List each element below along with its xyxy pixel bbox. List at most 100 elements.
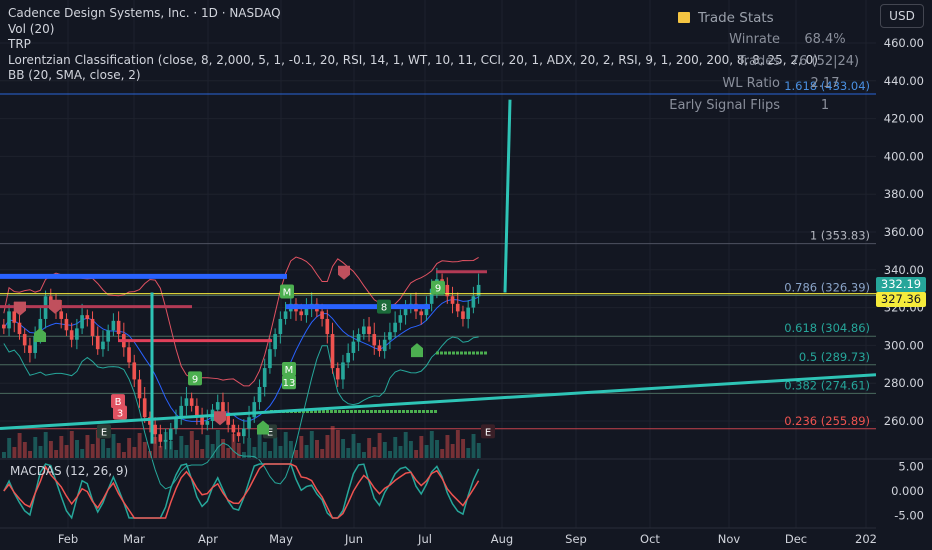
fib-label: 0.382 (274.61): [784, 378, 870, 392]
volume-bar: [111, 434, 116, 458]
volume-bar: [168, 441, 173, 458]
time-tick-label: Oct: [640, 532, 660, 546]
signal-label: E: [101, 427, 107, 438]
volume-bar: [299, 436, 304, 458]
candle-body: [466, 307, 470, 319]
signal-marker: [481, 424, 495, 439]
volume-bar: [142, 442, 147, 458]
volume-bar: [210, 444, 215, 458]
signal-marker: [282, 375, 296, 390]
candle-body: [95, 335, 100, 350]
volume-bar: [294, 450, 299, 458]
volume-bar: [278, 446, 283, 458]
fib-label: 0.786 (326.39): [784, 281, 870, 295]
stat-value: 76 (52|24): [790, 54, 860, 69]
volume-bar: [205, 435, 210, 458]
macd-legend[interactable]: MACDAS (12, 26, 9): [10, 464, 129, 478]
volume-bar: [54, 450, 59, 458]
candle-body: [351, 341, 356, 353]
volume-bar: [59, 436, 64, 458]
legend-lorentzian[interactable]: Lorentzian Classification (close, 8, 2,0…: [8, 52, 818, 67]
volume-bar: [429, 431, 434, 458]
volume-bar: [43, 432, 48, 458]
volume-bar: [466, 448, 471, 458]
fib-label: 1 (353.83): [810, 229, 870, 243]
chart-legend: Cadence Design Systems, Inc. · 1D · NASD…: [8, 6, 818, 84]
candle-body: [325, 318, 330, 335]
time-tick-label: Nov: [718, 532, 741, 546]
volume-bar: [189, 431, 194, 458]
candle-body: [12, 311, 17, 323]
volume-bar: [382, 442, 387, 458]
volume-bar: [252, 447, 257, 458]
candle-body: [189, 398, 194, 406]
fib-label: 0.236 (255.89): [784, 414, 870, 428]
candle-body: [252, 402, 257, 418]
candle-body: [419, 311, 424, 316]
macd-pane: 5.00 0.000 -5.00: [0, 458, 932, 523]
legend-volume[interactable]: Vol (20): [8, 21, 55, 36]
signal-label: M: [285, 365, 294, 376]
stat-label: Early Signal Flips: [669, 98, 780, 113]
fibonacci-levels: 1.618 (433.04) 1 (353.83) 0.786 (326.39) 0.…: [0, 79, 876, 430]
legend-trp[interactable]: TRP: [8, 37, 31, 51]
candle-body: [106, 330, 110, 342]
volume-bar: [101, 439, 106, 458]
trade-stats-check-icon: [678, 12, 690, 23]
candle-body: [163, 439, 168, 442]
price-tick-label: 260.00: [884, 414, 924, 428]
volume-bar: [226, 448, 231, 458]
candle-body: [153, 424, 157, 435]
volume-bar: [122, 452, 126, 458]
volume-bar: [351, 434, 356, 458]
candle-body: [242, 428, 246, 437]
time-tick-label: 202: [855, 532, 877, 546]
legend-bb[interactable]: BB (20, SMA, close, 2): [8, 68, 141, 82]
candle-body: [330, 334, 335, 369]
volume-bar: [148, 451, 152, 458]
volume-bar: [320, 449, 325, 458]
currency-button[interactable]: USD: [880, 4, 924, 28]
signal-label: E: [485, 427, 491, 438]
bull-marker: [257, 420, 269, 435]
candle-body: [377, 345, 382, 352]
signal-label: B: [115, 397, 122, 408]
volume-bar: [367, 438, 372, 458]
fib-label: 0.5 (289.73): [799, 350, 870, 364]
volume-bar: [450, 444, 455, 458]
candle-body: [205, 421, 210, 425]
signal-marker: [431, 280, 445, 295]
candle-body: [132, 362, 137, 380]
volume-bar: [28, 451, 32, 458]
macd-tick-label: 5.00: [898, 460, 924, 474]
volume-bar: [435, 440, 439, 458]
price-tick-label: 280.00: [884, 376, 924, 390]
candle-body: [85, 315, 90, 319]
candle-body: [445, 284, 450, 297]
volume-bar: [424, 445, 429, 458]
candle-body: [64, 318, 69, 331]
volume-bar: [268, 451, 272, 458]
stat-label: WL Ratio: [722, 76, 780, 91]
candle-body: [382, 339, 387, 352]
stat-value: 1: [820, 98, 830, 113]
volume-bar: [106, 448, 111, 458]
candle-body: [28, 345, 32, 353]
candle-body: [455, 303, 460, 312]
volume-bar: [174, 450, 179, 458]
candle-body: [393, 322, 397, 333]
candle-body: [424, 303, 429, 316]
volume-bar: [315, 440, 319, 458]
time-tick-label: Aug: [491, 532, 513, 546]
signal-marker: [97, 424, 111, 439]
legend-title[interactable]: Cadence Design Systems, Inc. · 1D · NASD…: [8, 6, 281, 20]
volume-bar: [48, 441, 53, 458]
candle-body: [236, 432, 241, 437]
candle-body: [356, 334, 361, 342]
candle-body: [116, 320, 121, 335]
candle-body: [341, 362, 345, 380]
fib-label: 1.618 (433.04): [784, 79, 870, 93]
volume-bar: [17, 433, 22, 458]
macd-line: [3, 463, 480, 520]
